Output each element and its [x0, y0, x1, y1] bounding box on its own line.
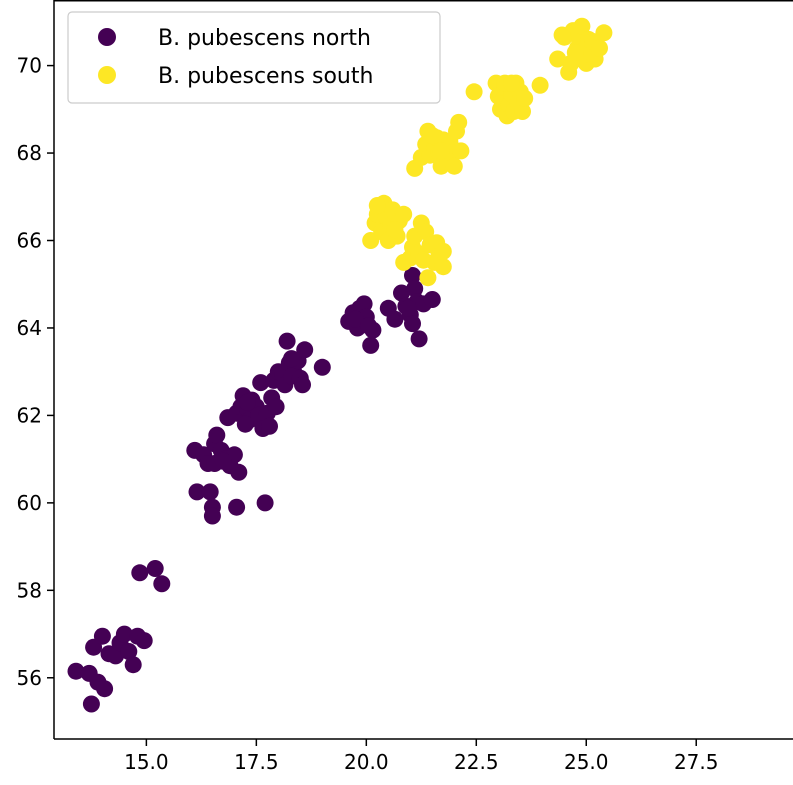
axes-layer: 15.0 17.5 20.0 22.5 25.0 27.5 56 58 60 62 64 66 68 70 — [17, 0, 793, 774]
data-point — [516, 89, 534, 107]
x-tick-label: 17.5 — [234, 750, 279, 774]
data-point — [404, 267, 421, 284]
data-point — [368, 197, 386, 214]
data-point — [423, 127, 441, 145]
x-tick-label: 20.0 — [344, 750, 389, 774]
data-point — [465, 83, 483, 101]
data-point — [531, 76, 549, 94]
data-point — [346, 310, 364, 328]
data-point — [399, 299, 417, 317]
series-south — [362, 17, 613, 287]
data-point — [236, 415, 254, 433]
data-point — [445, 157, 463, 175]
data-point — [419, 269, 437, 287]
data-point — [294, 376, 311, 394]
legend-label: B. pubescens north — [158, 26, 371, 51]
data-point — [256, 494, 274, 512]
data-point — [124, 656, 142, 674]
data-point — [452, 142, 470, 160]
points-layer — [67, 17, 613, 713]
data-point — [208, 426, 226, 444]
y-tick-label: 58 — [17, 578, 42, 602]
data-point — [410, 330, 428, 348]
data-point — [131, 564, 149, 582]
data-point — [153, 575, 171, 593]
data-point — [591, 39, 608, 57]
x-tick-label: 22.5 — [454, 750, 499, 774]
data-point — [553, 26, 571, 44]
data-point — [566, 44, 584, 61]
y-tick-label: 68 — [17, 141, 42, 165]
data-point — [549, 50, 567, 68]
data-point — [228, 498, 246, 516]
data-point — [82, 695, 100, 713]
data-point — [283, 350, 300, 368]
data-point — [201, 483, 219, 501]
data-point — [135, 632, 153, 650]
data-point — [417, 223, 435, 241]
data-point — [393, 284, 410, 302]
data-point — [67, 662, 85, 680]
data-point — [115, 625, 133, 643]
y-tick-label: 60 — [17, 491, 42, 515]
x-tick-label: 25.0 — [564, 750, 609, 774]
data-point — [386, 221, 404, 239]
x-tick-label: 27.5 — [674, 750, 719, 774]
y-tick-label: 70 — [17, 54, 42, 78]
data-point — [261, 417, 278, 435]
data-point — [252, 374, 270, 392]
data-point — [239, 393, 256, 411]
data-point — [450, 113, 468, 131]
data-point — [406, 280, 424, 298]
data-point — [96, 680, 114, 698]
data-point — [360, 317, 377, 335]
data-point — [395, 205, 413, 223]
data-point — [503, 74, 520, 92]
data-point — [188, 483, 206, 501]
legend-label: B. pubescens south — [158, 64, 373, 89]
y-tick-label: 56 — [17, 666, 42, 690]
x-tick-label: 15.0 — [124, 750, 169, 774]
data-point — [146, 560, 164, 577]
data-point — [120, 643, 138, 660]
data-point — [404, 315, 421, 333]
data-point — [230, 463, 248, 481]
data-point — [278, 332, 296, 350]
data-point — [362, 336, 380, 354]
legend-marker — [98, 66, 116, 84]
data-point — [595, 24, 613, 42]
data-point — [432, 142, 450, 160]
data-point — [423, 291, 441, 308]
y-tick-label: 64 — [17, 316, 42, 340]
legend-marker — [98, 28, 116, 46]
data-point — [514, 103, 531, 120]
data-point — [355, 295, 373, 313]
data-point — [203, 507, 221, 525]
data-point — [93, 627, 111, 645]
data-point — [214, 452, 232, 470]
data-point — [313, 358, 331, 376]
data-point — [573, 17, 591, 35]
y-tick-label: 62 — [17, 403, 42, 427]
data-point — [386, 310, 404, 328]
legend: B. pubescens north B. pubescens south — [67, 11, 441, 104]
data-point — [107, 647, 125, 665]
data-point — [434, 258, 452, 276]
data-point — [434, 242, 452, 260]
legend-box — [67, 11, 441, 104]
data-point — [267, 398, 285, 416]
y-tick-label: 66 — [17, 229, 42, 253]
data-point — [296, 341, 314, 359]
series-north — [67, 267, 441, 713]
